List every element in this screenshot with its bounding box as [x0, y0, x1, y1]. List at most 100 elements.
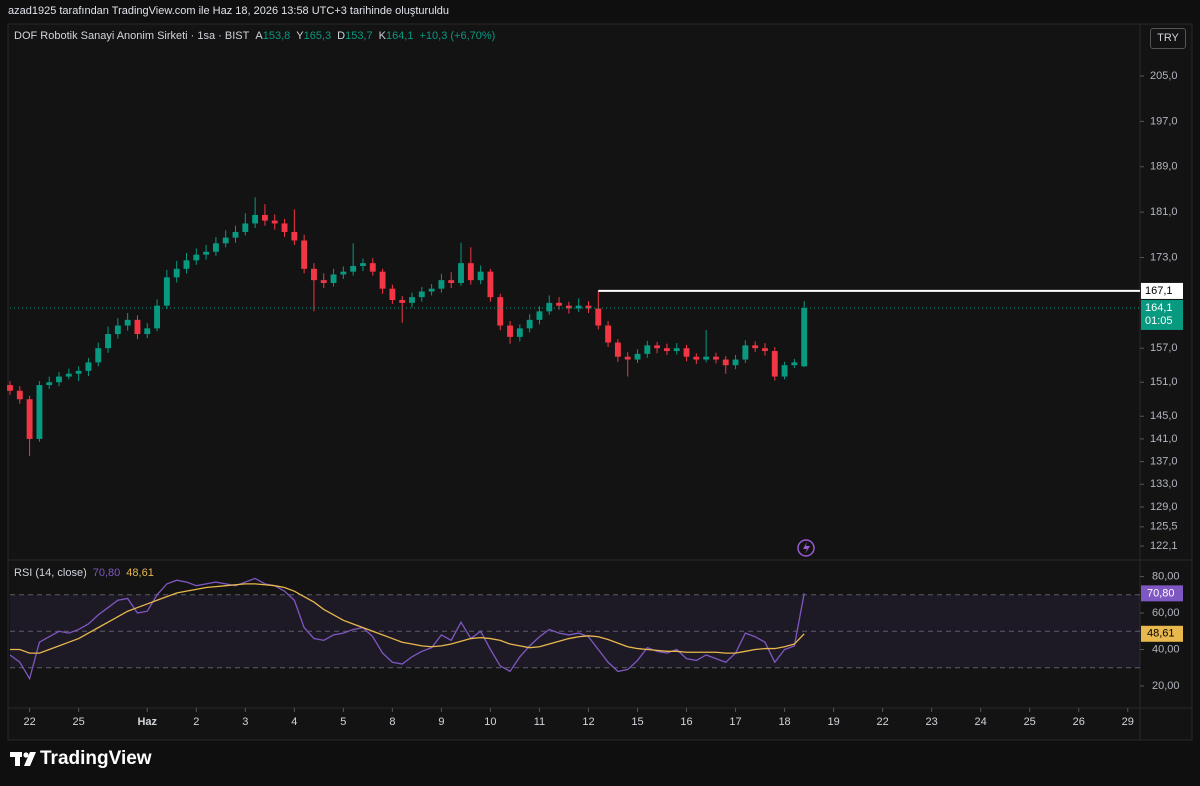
candle-body — [85, 362, 92, 371]
candle-body — [644, 345, 651, 354]
candle-body — [95, 348, 102, 363]
candle-body — [242, 223, 249, 232]
rsi-legend-value: 48,61 — [126, 567, 154, 579]
y-tick-label: 80,00 — [1152, 570, 1180, 582]
candle-body — [114, 325, 121, 335]
candle-body — [154, 305, 161, 329]
ohlc-value: 165,3 — [303, 30, 332, 42]
x-tick-label: 19 — [827, 716, 839, 728]
rsi-tag — [1141, 625, 1183, 642]
y-tick-label: 189,0 — [1150, 161, 1178, 173]
candle-body — [713, 356, 719, 360]
ohlc-label: D — [337, 30, 346, 42]
candle-body — [497, 297, 504, 326]
alert-icon[interactable] — [797, 539, 815, 557]
candle-body — [330, 274, 337, 283]
ohlc-value: 164,1 — [385, 30, 414, 42]
candle-body — [614, 342, 621, 357]
brand-logo — [10, 752, 36, 766]
candle-body — [605, 325, 612, 343]
symbol-title: DOF Robotik Sanayi Anonim Sirketi · 1sa … — [14, 30, 250, 42]
candle-body — [301, 240, 308, 269]
candle-body — [467, 263, 474, 281]
price-legend: DOF Robotik Sanayi Anonim Sirketi · 1sa … — [14, 30, 495, 42]
rsi-legend-value: 70,80 — [92, 567, 121, 579]
y-tick-label: 157,0 — [1150, 342, 1178, 354]
candle-body — [624, 356, 631, 360]
candle-body — [673, 348, 680, 352]
candle-body — [163, 277, 170, 306]
x-tick-label: 2 — [193, 716, 199, 728]
y-tick-label: 60,00 — [1152, 607, 1180, 619]
brand-name: TradingView — [40, 748, 152, 769]
candle-body — [124, 319, 131, 326]
x-tick-label: 15 — [631, 716, 643, 728]
candle-body — [399, 300, 406, 303]
candle-body — [507, 325, 513, 337]
x-tick-label: 25 — [1024, 716, 1036, 728]
ohlc-item: D153,7 — [337, 30, 372, 42]
horizontal-line-tag — [1141, 282, 1183, 299]
chart-frame — [7, 23, 1193, 741]
alert-icon-bolt — [803, 542, 810, 554]
ohlc-label: A — [255, 30, 263, 42]
x-tick-label: 12 — [582, 716, 594, 728]
candle-body — [46, 382, 53, 386]
y-tick-label: 145,0 — [1150, 410, 1178, 422]
candle-body — [291, 231, 298, 241]
candle-body — [654, 345, 661, 349]
candle-body — [252, 214, 259, 224]
candle-body — [703, 356, 710, 360]
candle-body — [360, 263, 366, 266]
candle-body — [565, 305, 572, 309]
candle-body — [575, 305, 582, 309]
candle-body — [487, 271, 494, 298]
ohlc-label: Y — [296, 30, 304, 42]
last-price-label: 164,1 — [1145, 302, 1173, 314]
candle-body — [320, 280, 327, 283]
countdown: 01:05 — [1145, 315, 1173, 327]
x-tick-label: 29 — [1122, 716, 1134, 728]
candle-body — [75, 370, 82, 374]
change: +10,3 (+6,70%) — [419, 30, 496, 42]
candle-body — [232, 231, 239, 238]
currency-button[interactable]: TRY — [1150, 28, 1186, 49]
candle-body — [556, 302, 563, 306]
x-tick-label: 8 — [389, 716, 395, 728]
candle-body — [56, 376, 62, 383]
y-tick-label: 151,0 — [1150, 376, 1178, 388]
x-tick-label: 17 — [729, 716, 741, 728]
x-tick-label: 11 — [534, 716, 545, 728]
candle-body — [340, 271, 347, 275]
candle-body — [36, 385, 43, 439]
candle-body — [752, 345, 759, 349]
x-tick-label: 18 — [778, 716, 790, 728]
candle-body — [369, 263, 376, 272]
candle-body — [722, 359, 729, 366]
candle-body — [16, 390, 23, 400]
candle-body — [546, 302, 553, 312]
candle-body — [595, 308, 602, 326]
candle-body — [7, 385, 13, 391]
candle-body — [801, 307, 808, 367]
x-tick-label: 3 — [242, 716, 248, 728]
ohlc-item: K164,1 — [379, 30, 414, 42]
candle-body — [212, 243, 219, 252]
candle-body — [65, 373, 72, 377]
candle-body — [173, 268, 180, 278]
rsi-tag — [1141, 585, 1183, 602]
x-tick-label: 24 — [975, 716, 987, 728]
candle-body — [791, 362, 798, 366]
rsi-band-fill — [10, 594, 1140, 668]
candle-body — [663, 348, 670, 352]
candle-body — [144, 328, 151, 335]
candle-body — [477, 271, 484, 281]
ohlc-item: A153,8 — [255, 30, 290, 42]
y-tick-label: 122,1 — [1150, 540, 1178, 552]
x-tick-label: 5 — [340, 716, 346, 728]
candle-body — [271, 220, 278, 224]
last-price-tag — [1141, 299, 1183, 330]
candle-body — [193, 254, 200, 261]
